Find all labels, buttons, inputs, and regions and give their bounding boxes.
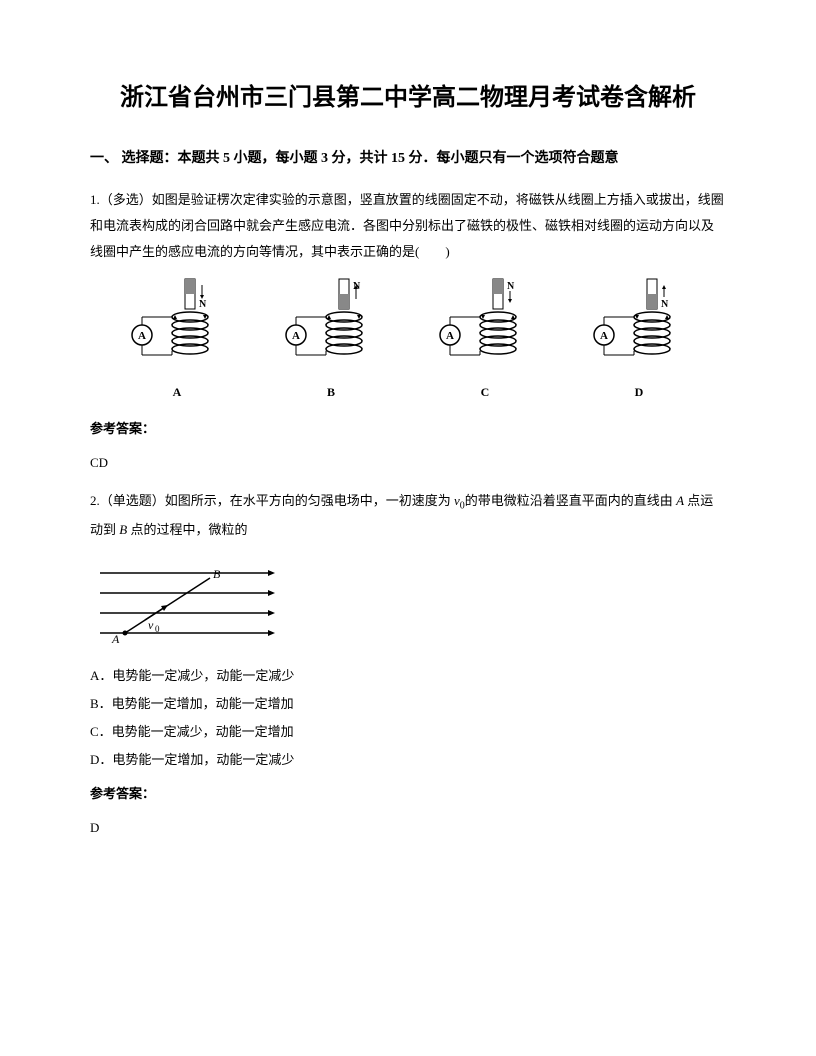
q2-option-b: B．电势能一定增加，动能一定增加 bbox=[90, 691, 726, 717]
page-title: 浙江省台州市三门县第二中学高二物理月考试卷含解析 bbox=[90, 80, 726, 116]
diagram-b: N A B bbox=[281, 277, 381, 404]
svg-text:A: A bbox=[446, 330, 454, 342]
q2-point-a: A bbox=[676, 493, 684, 508]
svg-text:B: B bbox=[213, 567, 221, 581]
q2-suffix: 点的过程中，微粒的 bbox=[127, 522, 247, 537]
q2-middle: 的带电微粒沿着竖直平面内的直线由 bbox=[465, 493, 676, 508]
diagram-d: N A D bbox=[589, 277, 689, 404]
diagram-a: N A bbox=[127, 277, 227, 404]
coil-diagram-c-icon: N A bbox=[435, 277, 535, 372]
q2-answer: D bbox=[90, 815, 726, 841]
diagram-c-label: C bbox=[481, 380, 490, 404]
q1-answer-label: 参考答案： bbox=[90, 416, 726, 442]
diagram-a-label: A bbox=[173, 380, 182, 404]
question-1: 1.（多选）如图是验证楞次定律实验的示意图，竖直放置的线圈固定不动，将磁铁从线圈… bbox=[90, 187, 726, 476]
svg-text:N: N bbox=[661, 299, 669, 310]
svg-text:N: N bbox=[353, 281, 361, 292]
svg-text:A: A bbox=[138, 330, 146, 342]
q2-diagram: A B v 0 bbox=[90, 553, 726, 653]
q2-answer-label: 参考答案： bbox=[90, 781, 726, 807]
section-header: 一、 选择题：本题共 5 小题，每小题 3 分，共计 15 分．每小题只有一个选… bbox=[90, 146, 726, 171]
q2-option-d: D．电势能一定增加，动能一定减少 bbox=[90, 747, 726, 773]
q2-prefix: 2.（单选题）如图所示，在水平方向的匀强电场中，一初速度为 bbox=[90, 493, 454, 508]
svg-text:A: A bbox=[111, 632, 120, 646]
q2-option-c: C．电势能一定减少，动能一定增加 bbox=[90, 719, 726, 745]
q1-answer: CD bbox=[90, 450, 726, 476]
q2-options: A．电势能一定减少，动能一定减少 B．电势能一定增加，动能一定增加 C．电势能一… bbox=[90, 663, 726, 773]
svg-text:N: N bbox=[199, 299, 207, 310]
diagram-d-label: D bbox=[635, 380, 644, 404]
coil-diagram-a-icon: N A bbox=[127, 277, 227, 372]
q1-diagrams: N A bbox=[90, 277, 726, 404]
svg-text:0: 0 bbox=[155, 624, 160, 634]
field-diagram-icon: A B v 0 bbox=[90, 553, 290, 653]
svg-text:A: A bbox=[292, 330, 300, 342]
question-2: 2.（单选题）如图所示，在水平方向的匀强电场中，一初速度为 v0 的带电微粒沿着竖… bbox=[90, 488, 726, 841]
diagram-b-label: B bbox=[327, 380, 335, 404]
coil-diagram-b-icon: N A bbox=[281, 277, 381, 372]
diagram-c: N A C bbox=[435, 277, 535, 404]
coil-diagram-d-icon: N A bbox=[589, 277, 689, 372]
q2-option-a: A．电势能一定减少，动能一定减少 bbox=[90, 663, 726, 689]
svg-text:A: A bbox=[600, 330, 608, 342]
q2-text: 2.（单选题）如图所示，在水平方向的匀强电场中，一初速度为 v0的带电微粒沿着竖… bbox=[90, 488, 726, 543]
svg-text:v: v bbox=[148, 618, 154, 632]
svg-text:N: N bbox=[507, 281, 515, 292]
q1-text: 1.（多选）如图是验证楞次定律实验的示意图，竖直放置的线圈固定不动，将磁铁从线圈… bbox=[90, 187, 726, 265]
